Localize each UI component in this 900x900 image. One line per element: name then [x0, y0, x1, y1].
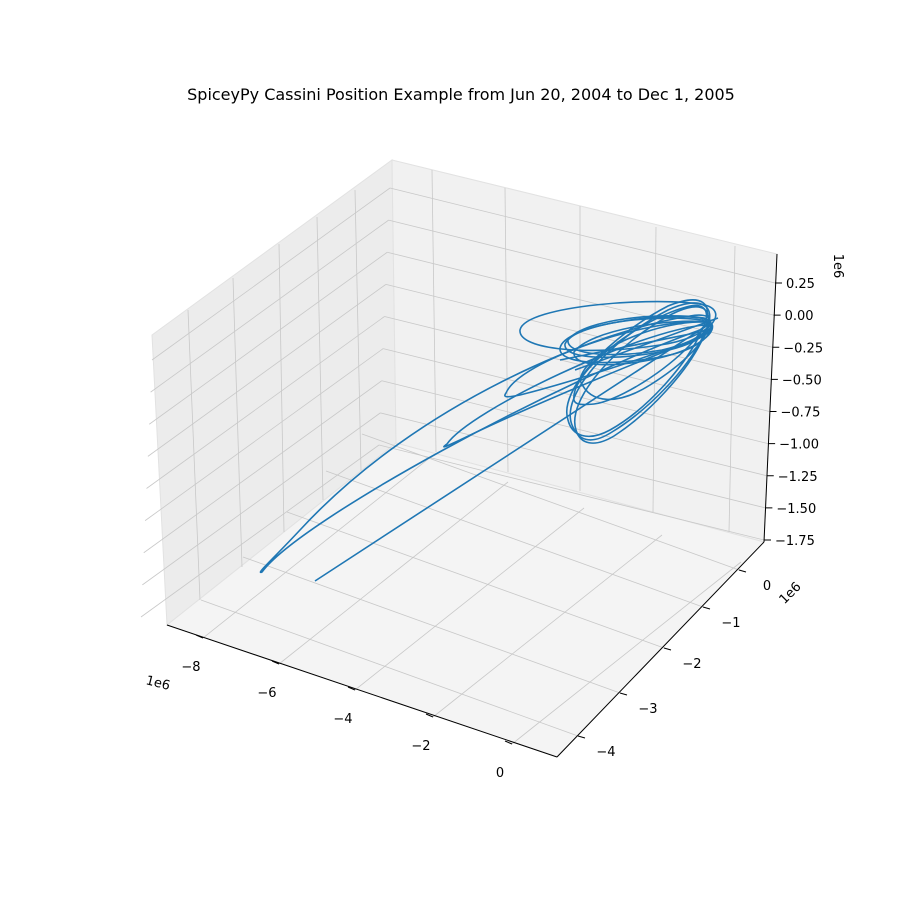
x-tick-label: −6 [257, 686, 276, 701]
y-gridline [325, 470, 704, 608]
x-gridline [202, 455, 433, 639]
y-gridline [242, 556, 621, 694]
y-tick-mark [619, 692, 628, 696]
x-back-gridline [728, 245, 736, 533]
z-left-gridline [144, 348, 384, 521]
z-tick-label: 0.00 [785, 309, 814, 324]
x-gridline [432, 534, 663, 718]
x-gridline [354, 507, 585, 691]
z-back-gridline [380, 412, 766, 509]
z-back-gridline [388, 219, 774, 316]
z-tick-label: −1.00 [779, 438, 819, 453]
y-tick-label: −1 [721, 616, 740, 631]
z-back-gridline [384, 316, 770, 412]
x-tick-label: −8 [181, 660, 200, 675]
y-axis-ticks: −4 −3 −2 −1 0 [577, 569, 771, 760]
x-axis-line [166, 624, 558, 758]
x-back-gridline [431, 169, 437, 453]
z-axis-line [763, 253, 778, 543]
x-axis-ticks: −8 −6 −4 −2 0 [181, 634, 513, 781]
x-offset-label: 1e6 [144, 673, 171, 693]
x-tick-label: −4 [333, 712, 352, 727]
x-back-gridline [652, 226, 657, 513]
z-tick-label: −0.25 [783, 341, 823, 356]
y-axis-line [556, 541, 765, 758]
trajectory-series [259, 299, 719, 582]
trajectory-orbit-inclined-4 [573, 304, 708, 406]
z-tick-label: −1.25 [778, 470, 818, 485]
y-tick-label: −4 [596, 745, 615, 760]
x-tick-label: −2 [411, 739, 430, 754]
z-offset-label: 1e6 [830, 254, 845, 279]
z-left-gridline [143, 380, 382, 554]
x-gridline [511, 561, 742, 745]
y-offset-label: 1e6 [777, 580, 805, 608]
y-tick-mark [702, 606, 711, 610]
y-wall-gridline [187, 309, 201, 601]
x-gridline [278, 481, 509, 665]
x-back-gridline [504, 187, 509, 473]
z-left-gridline [151, 187, 391, 361]
trajectory-cross-a [559, 329, 711, 361]
z-left-gridline [149, 251, 388, 425]
z-tick-label: −0.75 [781, 406, 821, 421]
x-tick-mark [271, 660, 280, 665]
y-wall-gridline [278, 243, 285, 533]
trajectory-cross-b [574, 317, 719, 371]
z-left-gridline [146, 316, 385, 489]
x-tick-mark [347, 686, 356, 691]
z-back-gridline [378, 444, 765, 541]
z-left-gridline [147, 284, 387, 457]
y-tick-label: −3 [638, 702, 657, 717]
z-left-gridline [142, 412, 381, 586]
x-tick-mark [195, 634, 204, 639]
y-tick-mark [738, 569, 747, 573]
grid-lines [140, 169, 776, 745]
trajectory-orbit-top [519, 300, 717, 352]
z-back-gridline [389, 187, 776, 284]
z-tick-label: −0.50 [782, 373, 822, 388]
chart-title: SpiceyPy Cassini Position Example from J… [187, 85, 735, 104]
y-tick-label: 0 [763, 579, 771, 594]
x-tick-label: 0 [496, 766, 504, 781]
trajectory-orbit-lower [579, 321, 709, 401]
y-wall-gridline [354, 189, 362, 472]
y-tick-mark [663, 647, 672, 651]
y-gridline [286, 511, 665, 649]
z-tick-label: −1.50 [776, 502, 816, 517]
trajectory-orbit-ring-4 [573, 320, 714, 366]
axis-lines [166, 253, 778, 758]
x-tick-mark [425, 713, 434, 718]
z-axis-ticks: 0.25 0.00 −0.25 −0.50 −0.75 −1.00 −1.25 −1.50 −1… [764, 277, 823, 549]
z-tick-label: 0.25 [786, 277, 815, 292]
x-tick-mark [504, 740, 513, 745]
y-tick-label: −2 [682, 657, 701, 672]
z-left-gridline [150, 219, 389, 393]
y-wall-gridline [316, 216, 324, 501]
z-left-gridline [140, 444, 380, 618]
z-tick-label: −1.75 [775, 534, 815, 549]
y-tick-mark [577, 735, 586, 739]
y-gridline [200, 599, 579, 737]
